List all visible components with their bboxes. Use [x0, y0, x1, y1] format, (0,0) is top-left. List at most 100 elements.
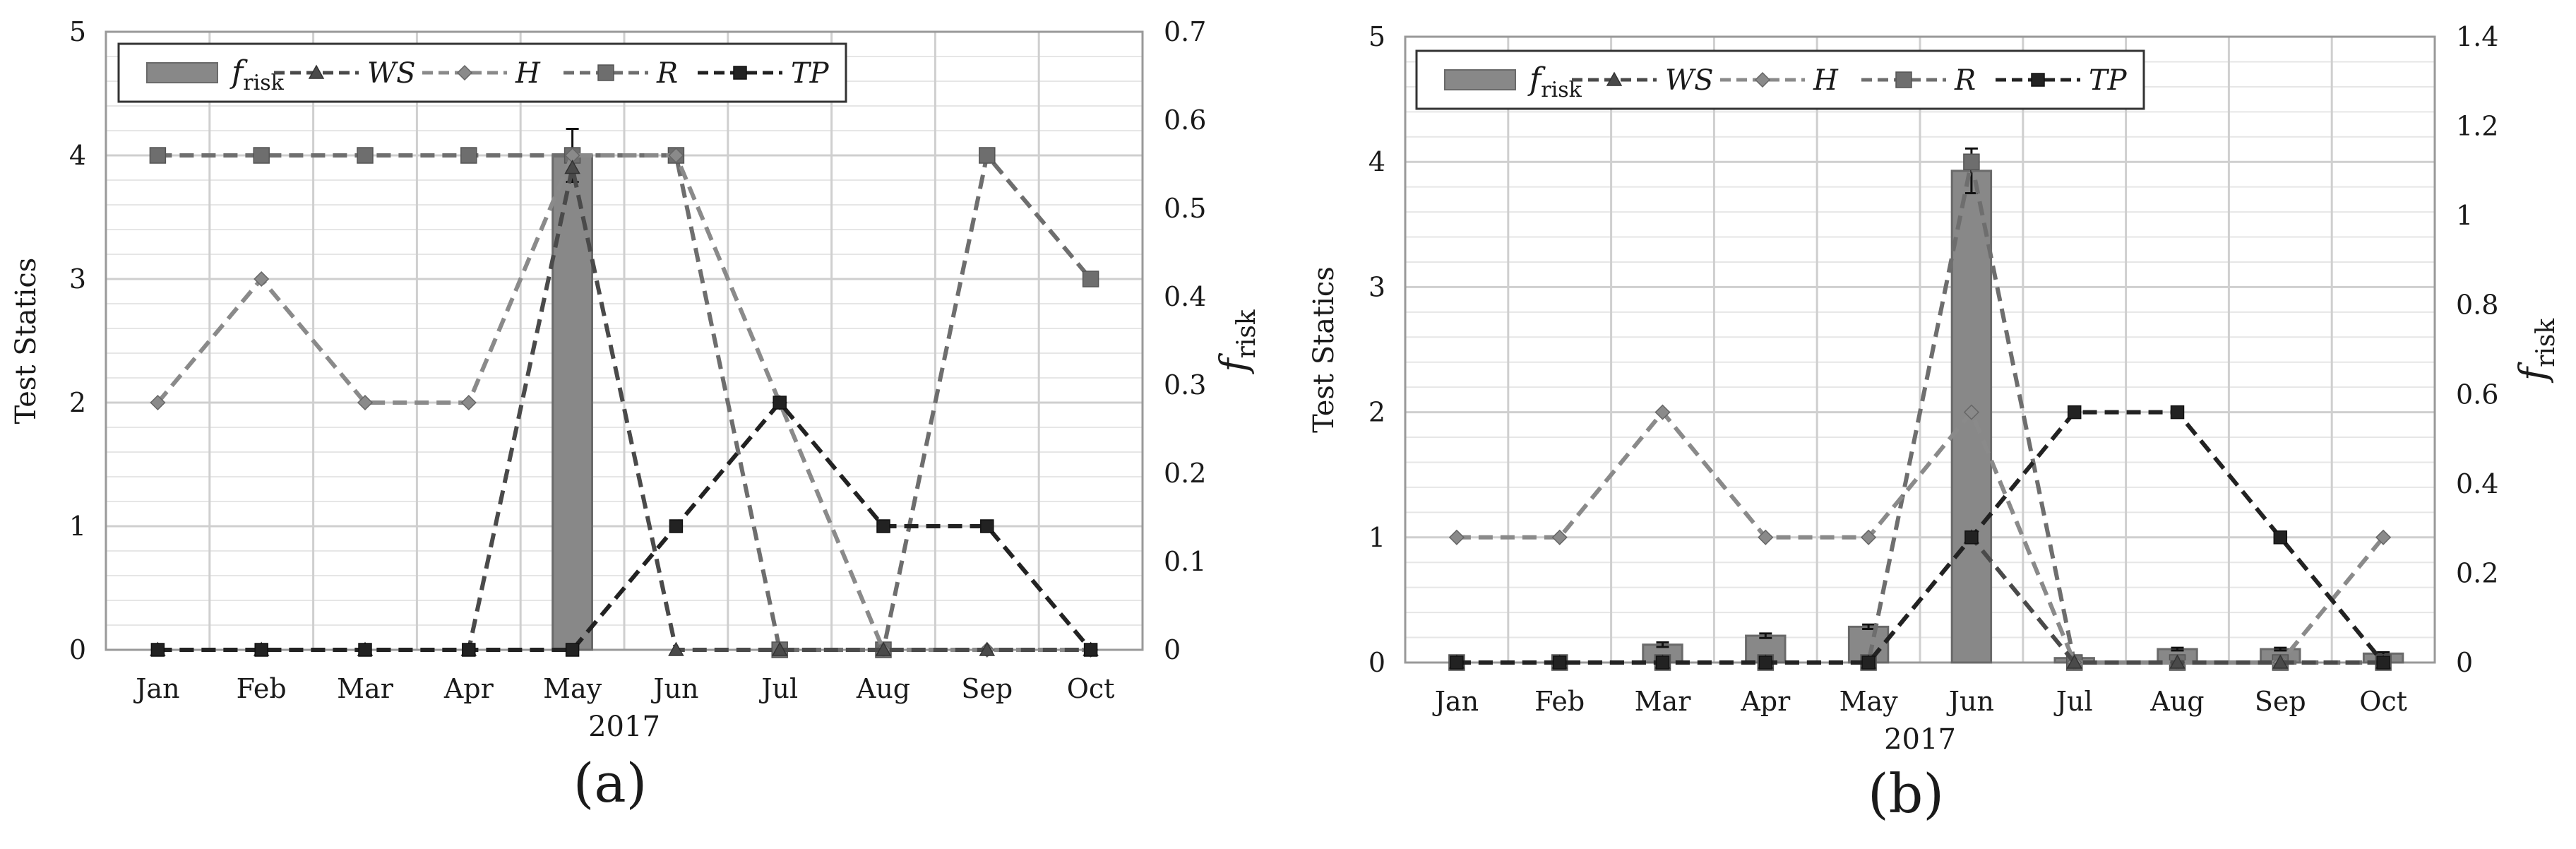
y-tick-label: 0 — [69, 634, 86, 665]
point-H — [2375, 529, 2392, 545]
legend: frisk WS H R TP — [1415, 49, 2145, 110]
legend-label-R: R — [1954, 64, 1976, 97]
series-line-TP — [157, 400, 1092, 652]
series-line-TP — [1456, 410, 2385, 665]
x-tick-label: Oct — [1067, 673, 1115, 704]
point-R — [460, 147, 477, 164]
y2-axis-title-sub: risk — [1232, 309, 1261, 358]
point-TP — [1450, 655, 1464, 670]
point-TP — [2376, 655, 2390, 670]
legend-marker-TP — [2031, 73, 2045, 87]
y-tick-label: 0 — [1368, 647, 1385, 678]
x-tick-label: Aug — [856, 673, 910, 704]
legend-label-R: R — [656, 57, 678, 90]
legend-marker-WS — [308, 64, 325, 79]
point-WS — [771, 641, 788, 656]
y2-tick-label: 0 — [1164, 634, 1181, 665]
point-H — [1654, 404, 1671, 420]
series-line-H — [1456, 410, 2385, 665]
y2-tick-label: 1.2 — [2456, 111, 2498, 142]
y2-tick-label: 0.7 — [1164, 16, 1206, 47]
legend-marker-R — [597, 64, 614, 81]
y-axis-title: Test Statics — [10, 258, 42, 424]
legend-marker-TP — [733, 66, 747, 80]
point-R — [149, 147, 167, 164]
point-WS — [2066, 654, 2082, 669]
x-tick-label: Sep — [2255, 686, 2306, 717]
x-tick-label: Jul — [758, 673, 798, 704]
x-tick-label: Jan — [1432, 686, 1479, 717]
plot-frame — [1404, 35, 2436, 664]
legend-marker-H — [456, 64, 473, 81]
y2-tick-label: 0.6 — [2456, 379, 2498, 410]
point-WS — [2169, 654, 2186, 669]
legend-label-H: H — [1813, 64, 1839, 97]
point-TP — [669, 519, 684, 533]
legend-marker-R — [1895, 71, 1912, 88]
point-TP — [773, 396, 787, 410]
point-H — [1551, 529, 1568, 545]
y2-tick-label: 0.3 — [1164, 369, 1206, 400]
y2-tick-label: 0.1 — [1164, 546, 1206, 577]
y-tick-label: 2 — [69, 387, 86, 418]
point-WS — [668, 641, 684, 656]
point-R — [1963, 153, 1980, 170]
y2-tick-label: 0 — [2456, 647, 2473, 678]
x-axis-title: 2017 — [588, 711, 660, 743]
legend-marker-H — [1754, 71, 1771, 88]
legend-label-TP: TP — [791, 57, 830, 90]
legend: frisk WS H R TP — [117, 42, 847, 103]
y2-tick-label: 0.6 — [1164, 105, 1206, 136]
point-H — [1861, 529, 1877, 545]
x-tick-label: Mar — [1635, 686, 1692, 717]
point-TP — [2067, 405, 2082, 420]
x-tick-label: Apr — [1740, 686, 1791, 717]
legend-label-TP: TP — [2089, 64, 2128, 97]
legend-swatch-f-risk — [1444, 69, 1516, 90]
x-tick-label: Feb — [1534, 686, 1585, 717]
point-H — [1963, 404, 1979, 420]
legend-box — [1415, 49, 2145, 110]
x-tick-label: Apr — [443, 673, 494, 704]
x-tick-label: Aug — [2149, 686, 2204, 717]
y2-tick-label: 1.4 — [2456, 21, 2498, 52]
legend-label-H: H — [515, 57, 541, 90]
plot-frame — [105, 30, 1144, 651]
panel-label: (b) — [1868, 762, 1944, 825]
y2-tick-label: 0.4 — [1164, 281, 1206, 312]
point-WS — [2272, 654, 2289, 669]
x-tick-label: Sep — [961, 673, 1013, 704]
chart-panel-b: 0 1 2 3 4 5 0 0.2 0.4 0.6 0.8 1 1.2 1.4 Jan Feb Mar Apr Ma… — [1308, 21, 2560, 825]
point-H — [460, 394, 477, 411]
point-H — [357, 394, 374, 411]
y-tick-label: 4 — [1368, 146, 1385, 177]
panel-label: (a) — [573, 752, 648, 814]
point-WS — [979, 641, 996, 656]
point-H — [668, 147, 684, 164]
y-tick-label: 5 — [69, 16, 86, 47]
point-H — [150, 394, 166, 411]
x-axis-title: 2017 — [1884, 723, 1956, 756]
series-H — [1448, 404, 2392, 671]
point-H — [1758, 529, 1774, 545]
x-tick-label: May — [543, 673, 602, 704]
y2-tick-label: 0.2 — [1164, 458, 1206, 489]
y2-tick-label: 0.2 — [2456, 557, 2498, 588]
point-TP — [1083, 643, 1098, 657]
x-tick-label: Feb — [237, 673, 287, 704]
chart-panel-a: 0 1 2 3 4 5 0 0.1 0.2 0.3 0.4 0.5 0.6 0.7 Jan Feb Mar Apr… — [10, 16, 1261, 814]
grid — [1404, 35, 2436, 664]
y2-tick-label: 1 — [2456, 200, 2473, 231]
y-tick-label: 3 — [69, 263, 86, 295]
y-tick-label: 1 — [1368, 522, 1385, 553]
y-tick-label: 4 — [69, 140, 86, 171]
x-tick-label: Jul — [2053, 686, 2093, 717]
y2-tick-label: 0.4 — [2456, 468, 2498, 499]
legend-marker-WS — [1606, 71, 1623, 86]
y-tick-label: 3 — [1368, 271, 1385, 302]
y-tick-label: 2 — [1368, 397, 1385, 428]
y2-axis-title-sub: risk — [2532, 318, 2560, 367]
legend-label-WS: WS — [367, 57, 416, 90]
point-WS — [564, 159, 580, 174]
